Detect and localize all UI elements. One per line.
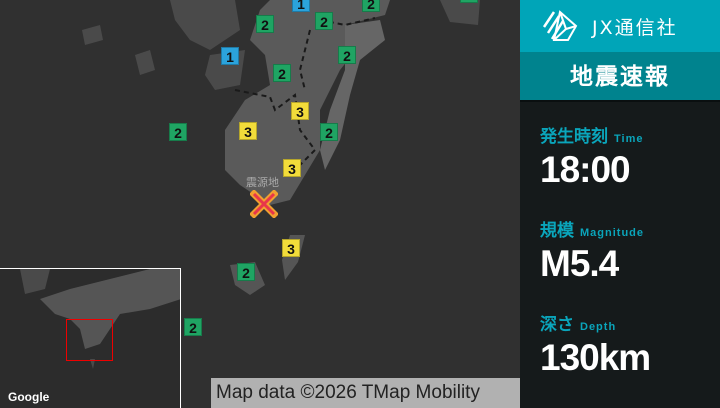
time-value: 18:00 bbox=[540, 149, 631, 190]
intensity-marker[interactable]: 1 bbox=[292, 0, 310, 12]
intensity-marker[interactable]: 3 bbox=[291, 102, 309, 120]
overview-inset-map[interactable] bbox=[0, 268, 181, 408]
brand-bar: JX通信社 bbox=[520, 0, 720, 52]
jx-logo-icon bbox=[542, 10, 578, 41]
magnitude-value: M5.4 bbox=[540, 243, 619, 284]
time-section: 発生時刻 Time 18:00 bbox=[540, 122, 643, 191]
intensity-marker[interactable]: 2 bbox=[320, 123, 338, 141]
depth-value: 130km bbox=[540, 337, 651, 378]
panel-title: 地震速報 bbox=[520, 52, 720, 102]
inset-viewport-rect bbox=[66, 319, 113, 361]
intensity-marker[interactable]: 2 bbox=[256, 15, 274, 33]
intensity-marker[interactable]: 2 bbox=[362, 0, 380, 12]
depth-label: 深さ bbox=[540, 315, 574, 335]
intensity-marker[interactable]: 3 bbox=[282, 239, 300, 257]
intensity-marker[interactable]: 2 bbox=[237, 263, 255, 281]
google-logo[interactable]: Google bbox=[8, 390, 50, 404]
map[interactable]: 1 2 2 2 2 1 2 2 3 2 3 2 3 3 2 2 震源地 Goog… bbox=[0, 0, 520, 408]
magnitude-label: 規模 bbox=[540, 221, 574, 241]
intensity-marker[interactable]: 2 bbox=[460, 0, 478, 3]
intensity-marker[interactable]: 3 bbox=[239, 122, 257, 140]
magnitude-section: 規模 Magnitude M5.4 bbox=[540, 216, 644, 285]
depth-label-en: Depth bbox=[580, 321, 617, 333]
depth-section: 深さ Depth 130km bbox=[540, 310, 651, 379]
intensity-marker[interactable]: 2 bbox=[315, 12, 333, 30]
info-panel: JX通信社 地震速報 発生時刻 Time 18:00 規模 Magnitude M5… bbox=[520, 0, 720, 408]
inset-land bbox=[20, 269, 180, 369]
intensity-marker[interactable]: 1 bbox=[221, 47, 239, 65]
time-label: 発生時刻 bbox=[540, 127, 608, 147]
intensity-marker[interactable]: 2 bbox=[338, 46, 356, 64]
magnitude-label-en: Magnitude bbox=[580, 227, 644, 239]
time-label-en: Time bbox=[614, 133, 644, 145]
intensity-marker[interactable]: 2 bbox=[169, 123, 187, 141]
map-attribution: Map data ©2026 TMap Mobility bbox=[211, 378, 520, 408]
brand-name: JX通信社 bbox=[592, 16, 678, 39]
epicenter-label: 震源地 bbox=[246, 176, 279, 189]
intensity-marker[interactable]: 3 bbox=[283, 159, 301, 177]
intensity-marker[interactable]: 2 bbox=[273, 64, 291, 82]
epicenter-x-icon[interactable] bbox=[250, 190, 278, 218]
intensity-marker[interactable]: 2 bbox=[184, 318, 202, 336]
